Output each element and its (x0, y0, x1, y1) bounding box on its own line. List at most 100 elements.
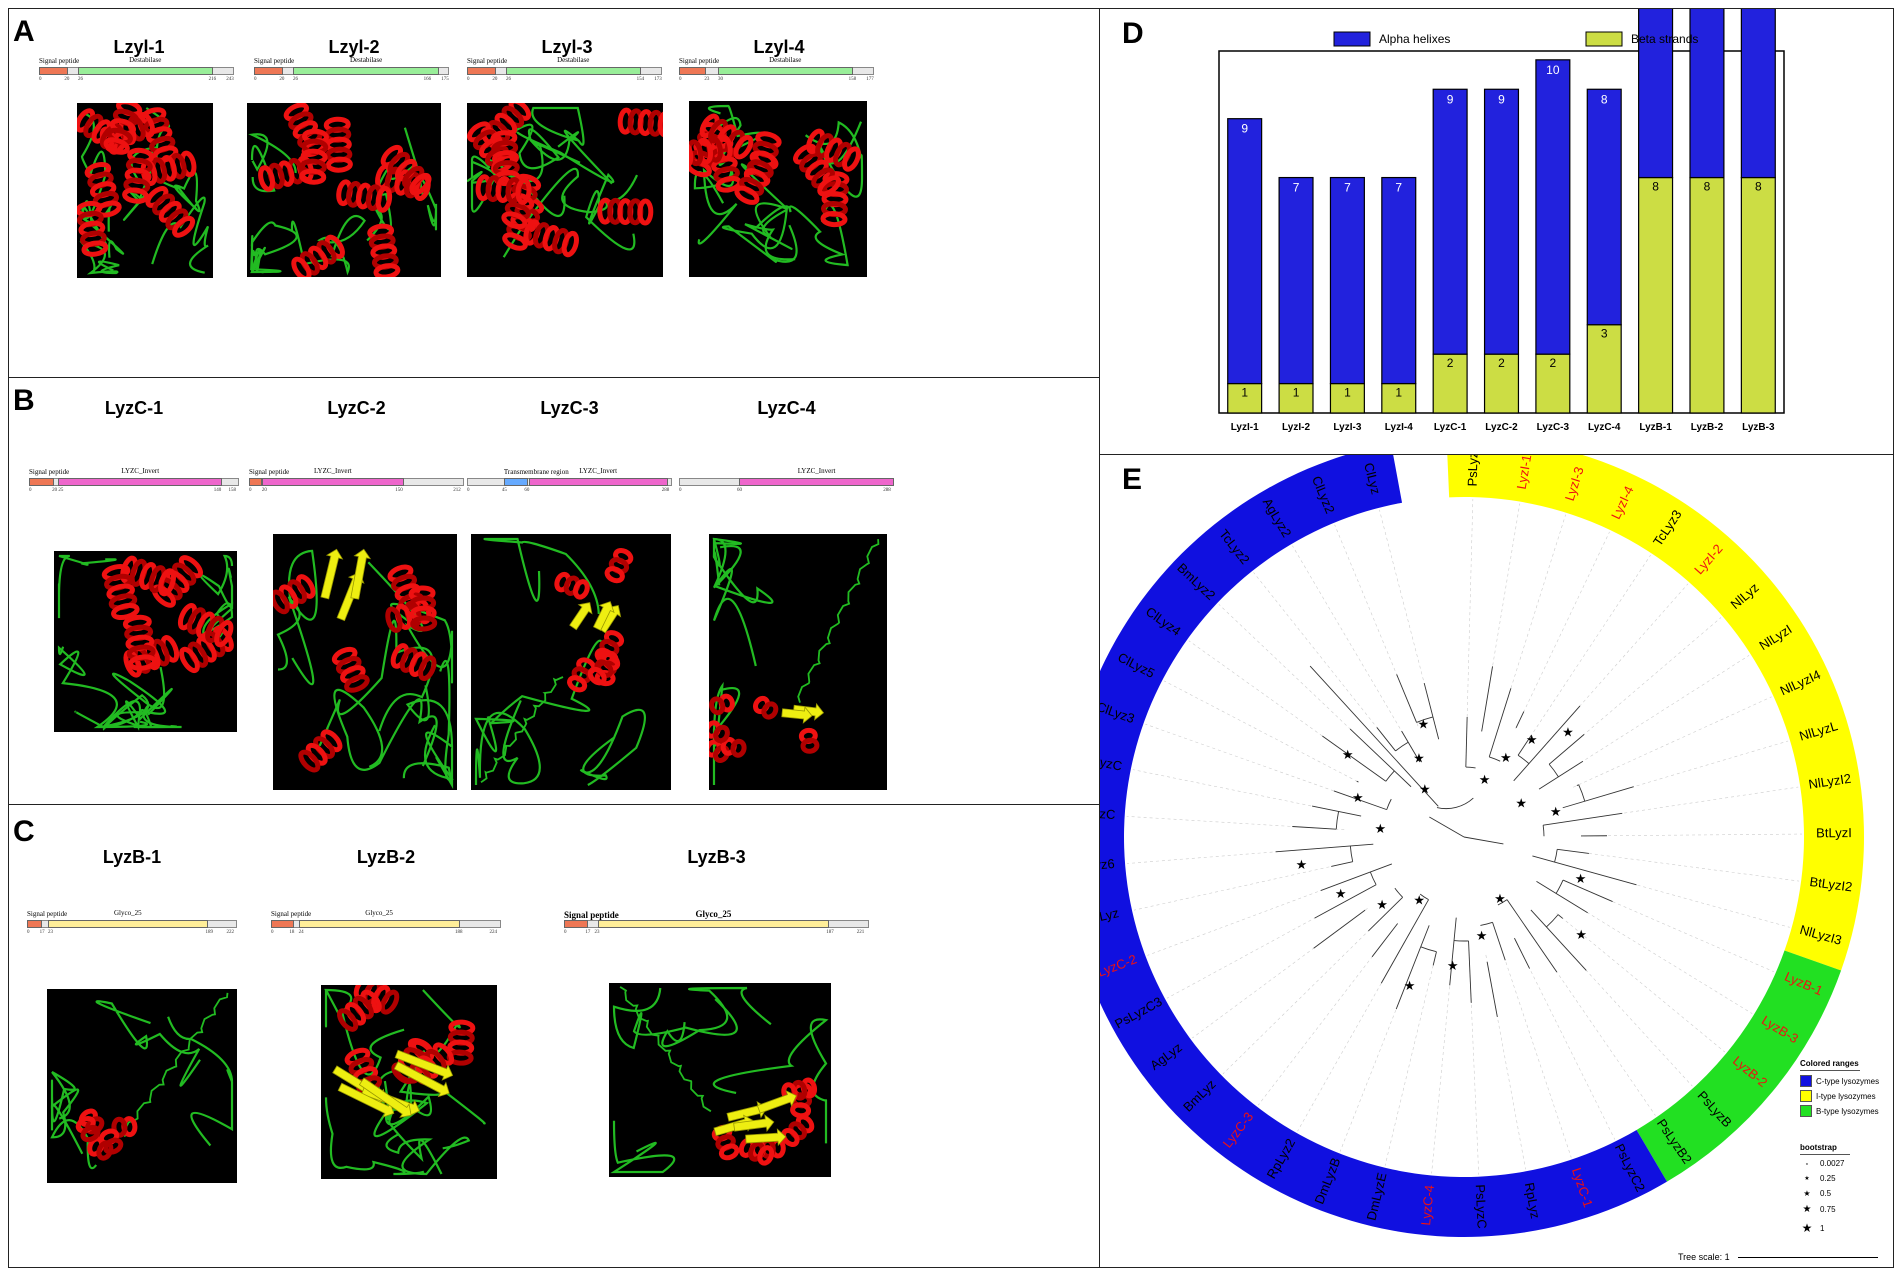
protein-title: LyzB-3 (687, 847, 746, 867)
position-tick: 175 (441, 77, 449, 82)
position-tick: 188 (455, 930, 463, 935)
protein-3d-structure (689, 101, 867, 277)
structure-render (474, 537, 646, 786)
coil (57, 554, 117, 619)
position-tick: 150 (395, 488, 403, 493)
position-tick: 60 (524, 488, 530, 493)
beta-strand (745, 1128, 787, 1147)
domain-architecture (254, 67, 449, 75)
position-tick: 0 (679, 77, 682, 82)
position-tick: 187 (826, 930, 834, 935)
coil (474, 699, 541, 786)
bar-alpha-helixes (1638, 9, 1674, 179)
tree-branch (1333, 790, 1387, 811)
bar-beta-strands (1586, 324, 1622, 414)
bootstrap-star: ★ (1479, 772, 1491, 787)
tree-branch (1349, 845, 1354, 862)
bootstrap-star-icon: ★ (1802, 1204, 1812, 1215)
helix (103, 103, 143, 155)
tree-branch (1548, 763, 1559, 778)
tree-branch (1557, 914, 1564, 919)
domain-region (78, 67, 213, 75)
coil (324, 1097, 425, 1176)
bootstrap-legend: bootstrap ★ 0.0027 ★ 0.25 ★ 0.5 ★ 0.75 ★ 1 (1800, 1143, 1890, 1241)
legend-label: Alpha helixes (1379, 32, 1450, 46)
coil (276, 549, 318, 686)
helix (587, 652, 621, 686)
leaf-guide (1253, 572, 1390, 744)
leaf-guide (1583, 833, 1802, 837)
tree-branch (1465, 717, 1468, 768)
bar-beta-strands (1227, 382, 1263, 414)
coil-tail (619, 986, 712, 1113)
coil (324, 988, 405, 1076)
protein-title: Lzyl-1 (113, 37, 165, 57)
tree-branch (1314, 884, 1377, 919)
position-tick: 177 (866, 77, 874, 82)
panel-c-label: C (13, 815, 35, 848)
coil (612, 987, 738, 1050)
position-tick: 60 (737, 488, 743, 493)
tree-branch (1371, 923, 1399, 958)
range-legend-item: I-type lysozymes (1800, 1090, 1890, 1102)
bootstrap-legend-item: ★ 1 (1800, 1221, 1890, 1235)
position-tick: 154 (636, 77, 645, 82)
leaf-guide (1164, 680, 1358, 782)
position-tick: 0 (254, 77, 257, 82)
coil (125, 687, 182, 731)
tree-branch (1536, 881, 1588, 914)
panel-b: B LyzC-1 Signal peptide LYZC_Invert 0 20 25 14… (8, 377, 1100, 805)
bootstrap-star: ★ (1575, 871, 1587, 886)
tree-branch (1513, 705, 1581, 782)
bootstrap-star: ★ (1526, 732, 1538, 747)
tree-branch (1369, 871, 1377, 885)
beta-value-label: 1 (1241, 386, 1248, 400)
coil-tail (797, 539, 880, 703)
signal-region (679, 67, 707, 75)
protein-3d-structure (467, 103, 663, 277)
leaf-guide (1147, 878, 1352, 956)
tree-branch (1292, 826, 1337, 830)
position-tick: 0 (29, 488, 32, 493)
tree-branch (1335, 811, 1340, 830)
position-tick: 173 (654, 77, 662, 82)
beta-value-label: 2 (1447, 356, 1454, 370)
bootstrap-legend-item: ★ 0.0027 (1800, 1159, 1890, 1168)
tree-branch (1312, 805, 1362, 817)
range-legend-item: B-type lysozymes (1800, 1105, 1890, 1117)
bootstrap-star: ★ (1494, 891, 1506, 906)
category-label: LyzC-2 (1485, 422, 1518, 433)
coil (402, 724, 454, 790)
leaf-guide (1582, 852, 1800, 882)
beta-strand (358, 1077, 412, 1118)
category-label: LyzB-2 (1691, 422, 1724, 433)
helix (177, 603, 234, 648)
helix (77, 200, 109, 257)
domain-architecture (467, 67, 662, 75)
beta-strand (756, 1090, 797, 1114)
position-tick: 17 (39, 930, 45, 935)
bootstrap-value: 0.75 (1820, 1205, 1836, 1214)
structure-render (77, 103, 210, 275)
leaf-guide (1517, 944, 1616, 1140)
leaf-guide (1565, 655, 1750, 773)
domain-label: Destabilase (557, 56, 590, 64)
bootstrap-star: ★ (1515, 795, 1527, 810)
beta-value-label: 2 (1550, 356, 1557, 370)
bootstrap-star: ★ (1404, 978, 1416, 993)
beta-strand (569, 602, 593, 631)
tree-leaf-label: BtLyzI2 (1809, 874, 1853, 894)
beta-strand (781, 706, 813, 724)
tree-branch (1489, 756, 1501, 762)
protein-3d-structure (471, 534, 671, 790)
domain-region (528, 478, 668, 486)
coil (661, 986, 772, 1048)
helix (720, 736, 747, 758)
coil (405, 659, 454, 781)
tree-scale-label: Tree scale: 1 (1678, 1252, 1730, 1262)
tree-branch (1436, 797, 1474, 810)
structure-render (689, 104, 864, 267)
bootstrap-star: ★ (1413, 892, 1425, 907)
legend-label: Beta strands (1631, 32, 1698, 46)
tree-branch (1356, 780, 1359, 783)
